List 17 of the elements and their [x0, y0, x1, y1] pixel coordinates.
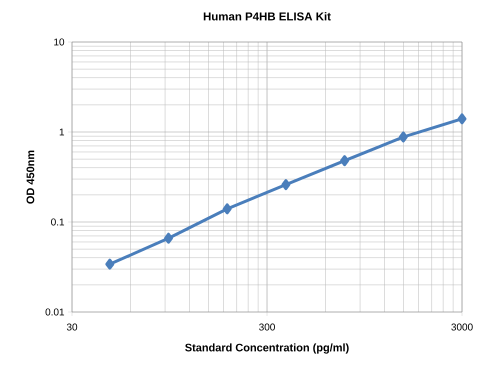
- point: [222, 203, 232, 214]
- point: [281, 179, 290, 190]
- point: [458, 113, 466, 124]
- y-tick-label: 0.1: [51, 218, 64, 226]
- y-tick-label: 10: [54, 38, 64, 46]
- x-tick-label: 3000: [451, 323, 473, 331]
- y-tick-label: 1: [60, 128, 64, 136]
- x-tick-label: 300: [259, 323, 275, 331]
- point: [164, 232, 173, 244]
- x-axis-title: Standard Concentration (pg/ml): [185, 343, 349, 354]
- y-tick-label: 0.01: [46, 308, 64, 316]
- point: [340, 155, 350, 166]
- y-axis-title: OD 450nm: [26, 150, 34, 204]
- chart-title: Human P4HB ELISA Kit: [204, 12, 331, 20]
- point: [398, 132, 408, 142]
- x-tick-label: 30: [66, 323, 78, 331]
- point: [105, 258, 114, 270]
